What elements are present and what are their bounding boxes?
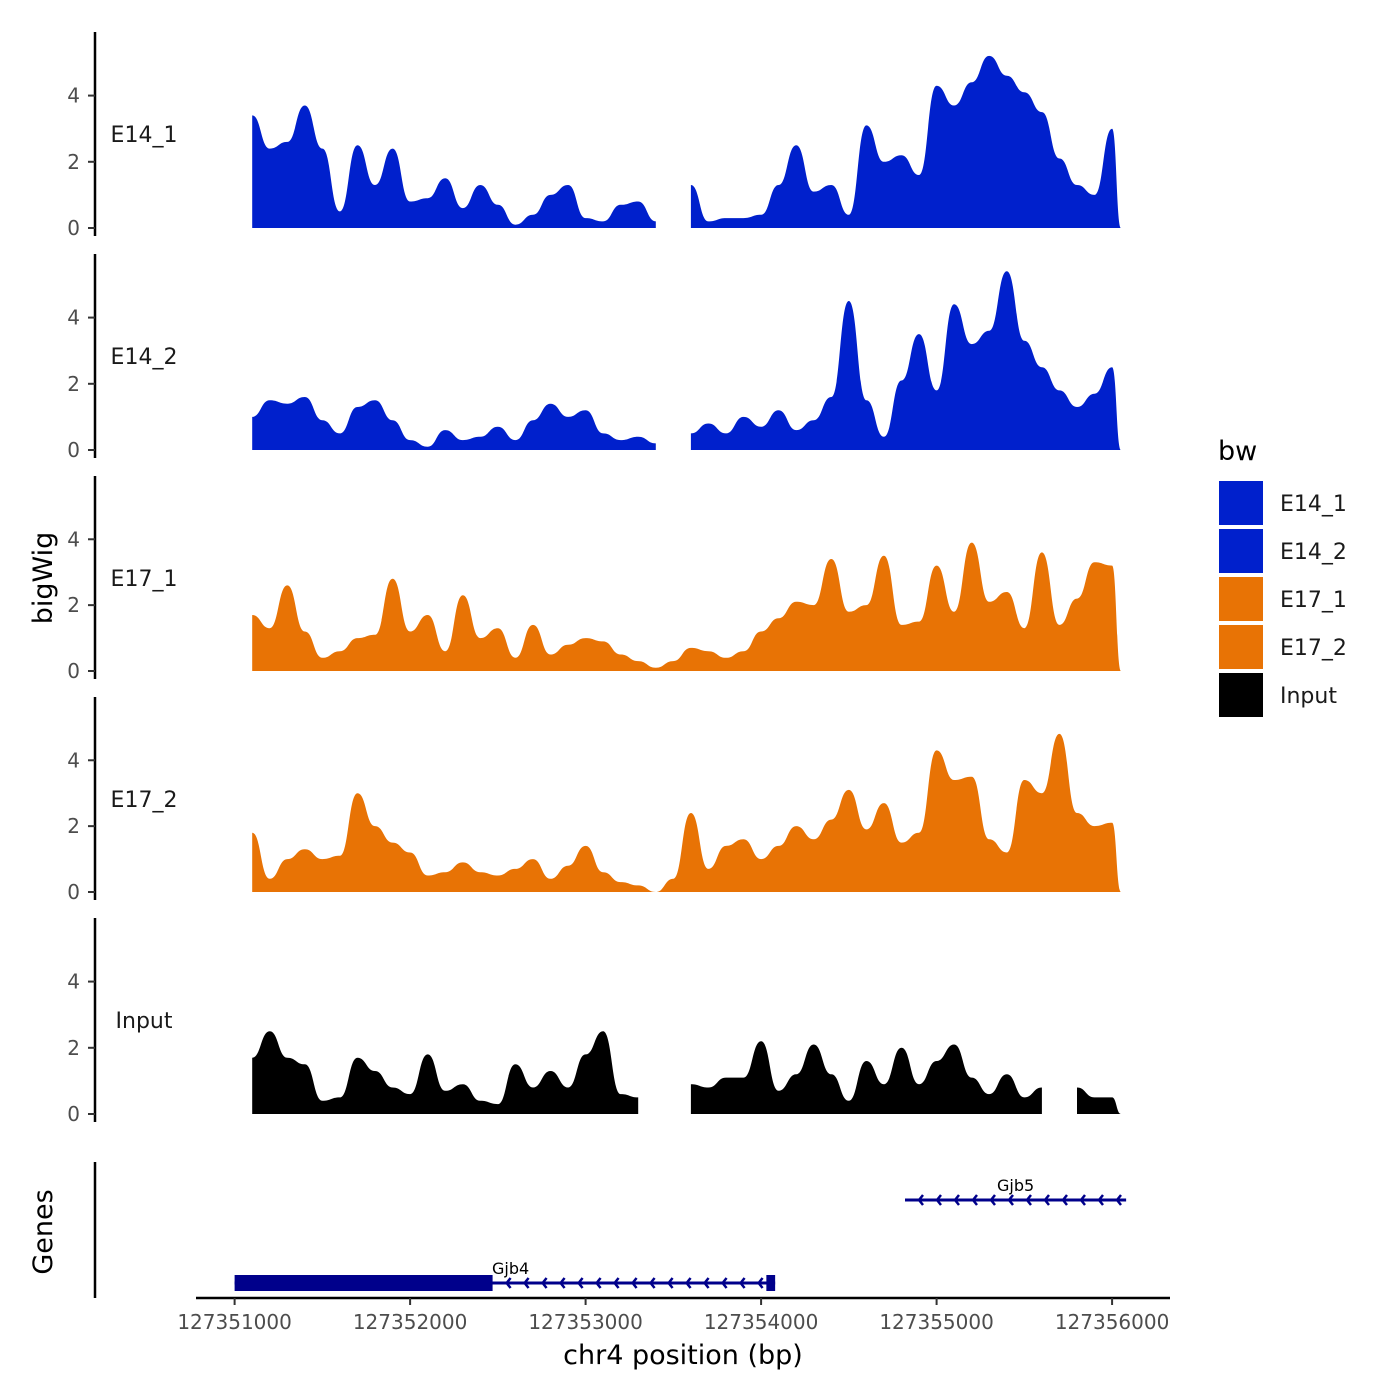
strand-chevron: [1007, 1194, 1014, 1206]
strand-chevron: [1115, 1194, 1122, 1206]
strand-chevron: [1043, 1194, 1050, 1206]
y-tick-label: 0: [67, 659, 80, 683]
y-tick-label: 0: [67, 1102, 80, 1126]
coverage-area: [690, 55, 1121, 229]
legend-label: E17_1: [1280, 588, 1347, 613]
legend: bw E14_1 E14_2 E17_1 E17_2 Input: [1218, 436, 1347, 717]
strand-chevron: [1025, 1194, 1032, 1206]
legend-item-E17_2: E17_2: [1219, 625, 1347, 669]
tracks-layer: 0 2 4 E14_1 0 2 4 E14_2 0 2 4 E17_1 0 2 4 E17_2 0 2 4 Input: [67, 32, 1121, 1126]
legend-label: E14_2: [1280, 540, 1347, 565]
track-label: E14_1: [111, 123, 178, 148]
strand-chevron: [630, 1277, 638, 1289]
x-axis-title: chr4 position (bp): [563, 1340, 803, 1371]
track-label: Input: [116, 1009, 173, 1034]
strand-chevron: [720, 1277, 728, 1289]
strand-chevron: [612, 1277, 620, 1289]
strand-chevron: [558, 1277, 566, 1289]
y-tick-label: 2: [67, 1036, 80, 1060]
legend-label: Input: [1280, 684, 1337, 709]
gene-label: Gjb5: [997, 1176, 1034, 1195]
y-tick-label: 0: [67, 880, 80, 904]
strand-chevron: [917, 1194, 924, 1206]
strand-chevron: [953, 1194, 960, 1206]
gene-Gjb4: Gjb4: [234, 1259, 776, 1291]
y-axis-title: bigWig: [28, 532, 59, 625]
legend-swatch: [1219, 529, 1263, 573]
coverage-area: [252, 397, 656, 450]
legend-item-E14_1: E14_1: [1219, 481, 1347, 525]
gene-exon: [766, 1275, 776, 1291]
track-label: E17_1: [111, 567, 178, 592]
x-tick-label: 127355000: [879, 1310, 994, 1334]
strand-chevron: [756, 1277, 764, 1289]
strand-chevron: [1079, 1194, 1086, 1206]
coverage-area: [252, 542, 1121, 671]
strand-chevron: [594, 1277, 602, 1289]
x-tick-label: 127356000: [1055, 1310, 1170, 1334]
strand-chevron: [522, 1277, 530, 1289]
strand-chevron: [1097, 1194, 1104, 1206]
y-tick-label: 4: [67, 84, 80, 108]
coverage-area: [252, 733, 1121, 892]
gene-Gjb5: Gjb5: [905, 1176, 1127, 1206]
coverage-area: [252, 1031, 639, 1114]
track-label: E14_2: [111, 345, 178, 370]
genes-axis-title: Genes: [28, 1189, 59, 1274]
legend-swatch: [1219, 625, 1263, 669]
legend-swatch: [1219, 481, 1263, 525]
legend-swatch: [1219, 577, 1263, 621]
legend-swatch: [1219, 673, 1263, 717]
y-tick-label: 0: [67, 438, 80, 462]
track-E14_1: 0 2 4 E14_1: [67, 32, 1121, 240]
genes-layer: Gjb4 Gjb5: [93, 1162, 1127, 1298]
strand-chevron: [971, 1194, 978, 1206]
legend-item-Input: Input: [1219, 673, 1337, 717]
track-E17_1: 0 2 4 E17_1: [67, 476, 1121, 683]
x-tick-label: 127354000: [704, 1310, 819, 1334]
x-tick-label: 127352000: [353, 1310, 468, 1334]
y-tick-label: 4: [67, 527, 80, 551]
track-Input: 0 2 4 Input: [67, 918, 1121, 1126]
strand-chevron: [684, 1277, 692, 1289]
y-tick-label: 4: [67, 306, 80, 330]
legend-label: E17_2: [1280, 636, 1347, 661]
track-label: E17_2: [111, 788, 178, 813]
strand-chevron: [989, 1194, 996, 1206]
gene-exon: [234, 1275, 493, 1291]
y-tick-label: 2: [67, 372, 80, 396]
track-E17_2: 0 2 4 E17_2: [67, 697, 1121, 904]
legend-label: E14_1: [1280, 492, 1347, 517]
coverage-area: [690, 271, 1121, 450]
x-tick-label: 127351000: [177, 1310, 292, 1334]
y-tick-label: 4: [67, 748, 80, 772]
gene-label: Gjb4: [492, 1259, 529, 1278]
legend-item-E17_1: E17_1: [1219, 577, 1347, 621]
y-tick-label: 4: [67, 970, 80, 994]
strand-chevron: [648, 1277, 656, 1289]
strand-chevron: [504, 1277, 512, 1289]
strand-chevron: [666, 1277, 674, 1289]
strand-chevron: [935, 1194, 942, 1206]
x-tick-label: 127353000: [528, 1310, 643, 1334]
strand-chevron: [576, 1277, 584, 1289]
strand-chevron: [702, 1277, 710, 1289]
x-axis: 127351000 127352000 127353000 127354000 1273…: [177, 1296, 1170, 1334]
y-tick-label: 2: [67, 593, 80, 617]
legend-title: bw: [1218, 436, 1257, 467]
coverage-area: [1077, 1087, 1121, 1114]
strand-chevron: [1061, 1194, 1068, 1206]
strand-chevron: [540, 1277, 548, 1289]
y-tick-label: 0: [67, 216, 80, 240]
y-tick-label: 2: [67, 814, 80, 838]
coverage-area: [690, 1041, 1042, 1114]
track-E14_2: 0 2 4 E14_2: [67, 254, 1121, 462]
y-tick-label: 2: [67, 150, 80, 174]
legend-item-E14_2: E14_2: [1219, 529, 1347, 573]
strand-chevron: [738, 1277, 746, 1289]
coverage-area: [252, 105, 656, 228]
